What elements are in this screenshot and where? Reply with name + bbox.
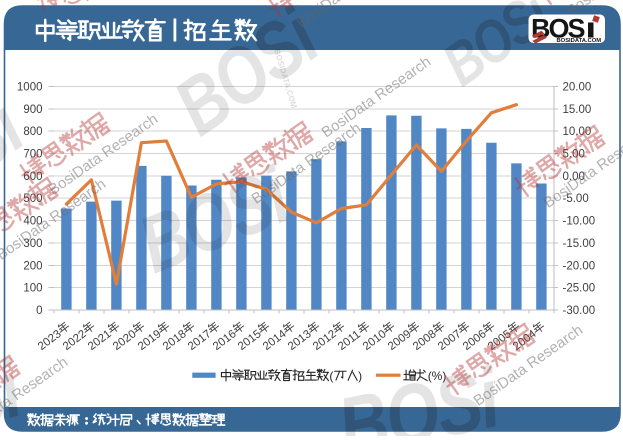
svg-text:500: 500 — [23, 193, 42, 205]
svg-text:20.00: 20.00 — [563, 81, 592, 93]
svg-text:-10.00: -10.00 — [563, 216, 596, 228]
svg-text:700: 700 — [23, 149, 42, 161]
svg-text:5.00: 5.00 — [563, 149, 585, 161]
svg-text:800: 800 — [23, 126, 42, 138]
svg-text:600: 600 — [23, 171, 42, 183]
svg-text:10.00: 10.00 — [563, 126, 592, 138]
svg-text:0: 0 — [36, 305, 42, 317]
svg-text:300: 300 — [23, 238, 42, 250]
svg-text:900: 900 — [23, 104, 42, 116]
svg-text:(%): (%) — [428, 369, 447, 383]
svg-text:-20.00: -20.00 — [563, 260, 596, 272]
svg-text:-25.00: -25.00 — [563, 283, 596, 295]
svg-text:BOSIDATA.COM: BOSIDATA.COM — [557, 38, 602, 44]
svg-text:): ) — [358, 369, 362, 383]
svg-text:100: 100 — [23, 283, 42, 295]
svg-text:15.00: 15.00 — [563, 104, 592, 116]
svg-text:-30.00: -30.00 — [563, 305, 596, 317]
svg-text:-15.00: -15.00 — [563, 238, 596, 250]
svg-text:(: ( — [329, 369, 333, 383]
svg-text:-5.00: -5.00 — [563, 193, 589, 205]
svg-text:400: 400 — [23, 216, 42, 228]
svg-text:1000: 1000 — [17, 81, 43, 93]
svg-text:200: 200 — [23, 260, 42, 272]
svg-text:0.00: 0.00 — [563, 171, 585, 183]
